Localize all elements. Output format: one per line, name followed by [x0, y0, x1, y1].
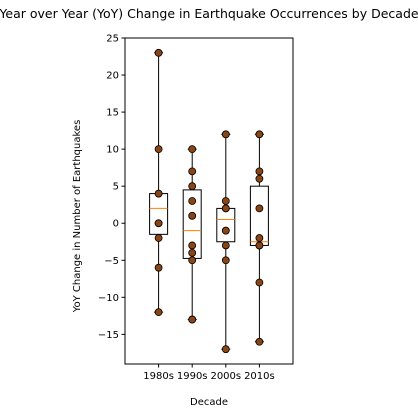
x-tick-label: 2010s — [244, 371, 275, 382]
data-point — [255, 204, 264, 213]
data-point — [154, 145, 163, 154]
data-point — [221, 345, 230, 354]
y-tick-label: 0 — [113, 219, 119, 230]
y-tick-label: 25 — [106, 34, 119, 45]
data-point — [221, 256, 230, 265]
data-point — [221, 130, 230, 139]
x-tick-label: 1990s — [177, 371, 208, 382]
data-point — [255, 337, 264, 346]
data-point — [154, 189, 163, 198]
data-point — [154, 308, 163, 317]
x-axis-label: Decade — [190, 397, 228, 408]
x-tick-label: 2000s — [210, 371, 241, 382]
data-point — [221, 226, 230, 235]
data-point — [221, 197, 230, 205]
data-point — [188, 182, 197, 191]
y-tick-label: −10 — [98, 293, 119, 304]
plot-frame — [124, 37, 294, 365]
data-point — [221, 204, 230, 213]
data-point — [188, 167, 197, 176]
data-point — [255, 278, 264, 287]
data-point — [154, 48, 163, 57]
y-tick-label: −15 — [98, 330, 119, 341]
y-tick-label: 5 — [113, 182, 119, 193]
data-point — [154, 219, 163, 228]
data-point — [188, 241, 197, 250]
data-point — [221, 241, 230, 250]
box-iqr — [149, 193, 169, 235]
y-tick-label: 15 — [106, 108, 119, 119]
data-point — [154, 263, 163, 272]
y-tick-label: 10 — [106, 145, 119, 156]
data-point — [188, 315, 197, 324]
data-point — [188, 145, 197, 154]
y-axis-label: YoY Change in Number of Earthquakes — [72, 120, 83, 314]
box-plots — [149, 52, 269, 350]
box-iqr — [216, 207, 236, 243]
chart-title: Year over Year (YoY) Change in Earthquak… — [0, 6, 418, 21]
data-point — [255, 174, 264, 183]
y-tick-label: 20 — [106, 71, 119, 82]
data-point — [255, 167, 264, 176]
data-points — [154, 48, 264, 354]
data-point — [188, 248, 197, 257]
x-tick-label: 1980s — [143, 371, 174, 382]
x-axis-ticks: 1980s 1990s 2000s 2010s — [143, 364, 275, 382]
y-axis-ticks: −15 −10 −5 0 5 10 15 20 25 — [98, 34, 125, 341]
data-point — [255, 241, 264, 250]
data-point — [255, 234, 264, 242]
data-point — [188, 197, 197, 205]
data-point — [188, 211, 197, 220]
data-point — [154, 234, 163, 242]
y-tick-label: −5 — [104, 256, 119, 267]
data-point — [255, 130, 264, 139]
data-point — [188, 256, 197, 265]
